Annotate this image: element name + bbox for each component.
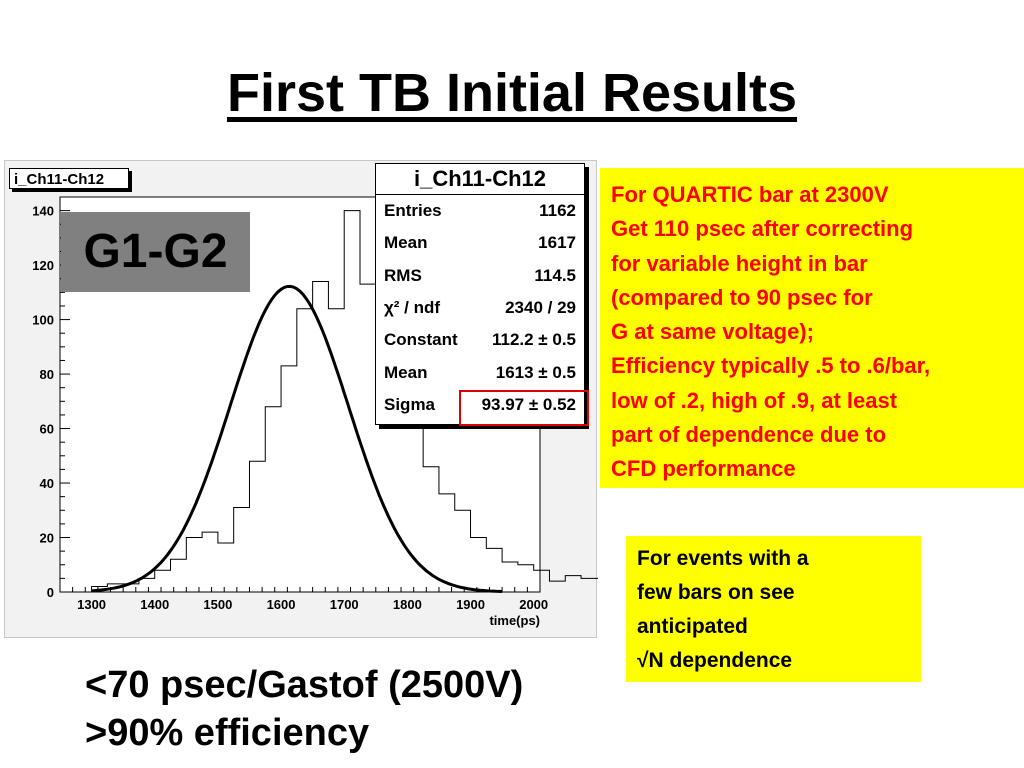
stat-row-chi2: χ² / ndf 2340 / 29 xyxy=(376,292,584,324)
x-tick-label: 1600 xyxy=(267,597,296,612)
group-label: G1-G2 xyxy=(61,212,250,292)
summary-efficiency: >90% efficiency xyxy=(85,712,370,754)
summary-resolution: <70 psec/Gastof (2500V) xyxy=(85,664,524,706)
stat-label: χ² / ndf xyxy=(384,298,441,318)
stat-row-entries: Entries 1162 xyxy=(376,195,584,227)
stat-row-fit-mean: Mean 1613 ± 0.5 xyxy=(376,356,584,388)
stat-value: 1162 xyxy=(539,201,576,221)
note-line: For QUARTIC bar at 2300V xyxy=(611,182,889,207)
sigma-highlight-box xyxy=(459,390,589,426)
y-tick-label: 40 xyxy=(40,476,54,491)
note-line: Get 110 psec after correcting xyxy=(611,216,914,242)
note-line: (compared to 90 psec for xyxy=(611,284,873,310)
stat-value: 93.97 ± 0.52 xyxy=(481,394,576,414)
y-tick-label: 80 xyxy=(40,367,54,382)
stat-row-mean: Mean 1617 xyxy=(376,227,584,259)
stat-value: 1613 ± 0.5 xyxy=(495,362,576,382)
note-line: G at same voltage); xyxy=(611,319,814,345)
stat-label: Sigma xyxy=(384,394,436,414)
note-line: for variable height in bar xyxy=(611,250,868,276)
y-tick-label: 60 xyxy=(40,422,54,437)
stat-label: RMS xyxy=(384,265,422,285)
x-tick-label: 1400 xyxy=(140,597,169,612)
y-tick-label: 0 xyxy=(47,585,54,600)
stat-value: 2340 / 29 xyxy=(505,298,576,318)
x-tick-label: 1700 xyxy=(330,597,359,612)
x-tick-label: 1300 xyxy=(77,597,106,612)
histogram-name-tag: i_Ch11-Ch12 xyxy=(9,168,129,189)
slide-title: First TB Initial Results xyxy=(226,63,798,123)
x-tick-label: 1800 xyxy=(393,597,422,612)
gaussian-fit-line xyxy=(91,284,503,593)
note-line: CFD performance xyxy=(611,456,796,482)
note-line: Efficiency typically .5 to .6/bar, xyxy=(611,353,931,379)
y-tick-label: 140 xyxy=(32,204,54,219)
stat-value: 114.5 xyxy=(534,265,576,285)
stats-title: i_Ch11-Ch12 xyxy=(376,164,584,195)
y-tick-label: 120 xyxy=(32,258,54,273)
stat-row-constant: Constant 112.2 ± 0.5 xyxy=(376,324,584,356)
x-axis-label: time(ps) xyxy=(489,613,540,628)
stat-label: Mean xyxy=(384,233,428,253)
y-tick-label: 20 xyxy=(40,531,54,546)
stat-label: Constant xyxy=(384,330,458,350)
stat-label: Entries xyxy=(384,201,442,221)
note-line: anticipated xyxy=(637,615,748,638)
stats-box: i_Ch11-Ch12 Entries 1162 Mean 1617 RMS 1… xyxy=(375,163,585,425)
events-note: For events with a few bars on see antici… xyxy=(626,536,921,682)
x-tick-label: 1900 xyxy=(456,597,485,612)
note-line: For events with a xyxy=(637,547,809,570)
stat-label: Mean xyxy=(384,362,428,382)
note-line: part of dependence due to xyxy=(611,422,887,448)
x-tick-label: 1500 xyxy=(203,597,232,612)
stat-row-rms: RMS 114.5 xyxy=(376,260,584,292)
quartic-note: For QUARTIC bar at 2300V Get 110 psec af… xyxy=(600,168,1024,488)
stat-value: 1617 xyxy=(538,233,576,253)
stat-row-sigma: Sigma 93.97 ± 0.52 xyxy=(376,389,584,421)
y-tick-label: 100 xyxy=(32,313,54,328)
note-line: few bars on see xyxy=(637,581,795,604)
x-tick-label: 2000 xyxy=(519,597,548,612)
stat-value: 112.2 ± 0.5 xyxy=(491,330,576,350)
note-line: low of .2, high of .9, at least xyxy=(611,387,898,413)
note-line: √N dependence xyxy=(637,649,793,672)
